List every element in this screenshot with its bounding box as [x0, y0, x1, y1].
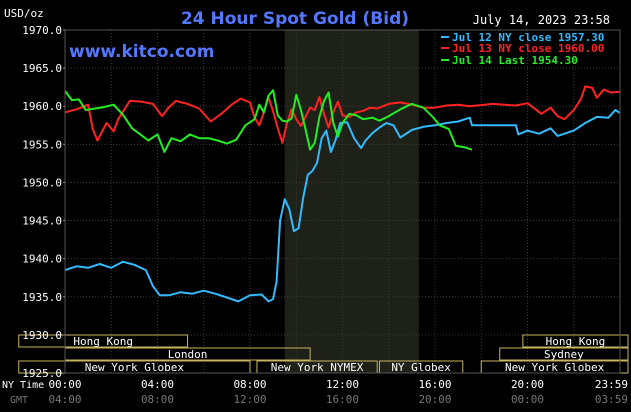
x-tick-label-gmt: 20:00: [418, 393, 451, 406]
y-tick-label: 1965.0: [22, 62, 62, 75]
x-tick-label-ny: 04:00: [141, 378, 174, 391]
x-tick-label-gmt: 16:00: [326, 393, 359, 406]
x-tick-label-ny: 12:00: [326, 378, 359, 391]
session-label: Hong Kong: [546, 335, 606, 348]
trading-window-highlight: [284, 30, 419, 373]
y-tick-label: 1955.0: [22, 138, 62, 151]
y-tick-label: 1925.0: [22, 367, 62, 380]
session-label: Hong Kong: [73, 335, 133, 348]
series-line-0: [64, 109, 621, 303]
session-box: [522, 334, 629, 348]
chart-title: 24 Hour Spot Gold (Bid): [181, 9, 409, 29]
x-tick-label-gmt: 00:00: [511, 393, 544, 406]
x-tick-label-gmt: 04:00: [48, 393, 81, 406]
series-lines: [64, 85, 621, 303]
series-line-1: [64, 85, 621, 144]
session-box: [18, 334, 189, 348]
x-tick-label-gmt: 12:00: [233, 393, 266, 406]
session-label: New York NYMEX: [271, 361, 364, 374]
x-tick-label-ny: 20:00: [511, 378, 544, 391]
y-tick-label: 1950.0: [22, 176, 62, 189]
grid-lines: [64, 29, 621, 374]
x-tick-label-gmt: 03:59: [595, 393, 628, 406]
x-axis-top-label: NY Time: [2, 380, 44, 391]
x-tick-label-ny: 00:00: [48, 378, 81, 391]
x-axis-bottom-label: GMT: [10, 395, 28, 406]
x-axis-ticks: 00:00 04:00 08:00 12:00 16:00 20:00 23:59 04:00…: [48, 378, 628, 406]
legend-entry-jul12: Jul 12 NY close 1957.30: [452, 31, 604, 44]
session-label: New York Globex: [85, 361, 185, 374]
y-tick-label: 1935.0: [22, 291, 62, 304]
y-tick-label: 1945.0: [22, 215, 62, 228]
session-label: Sydney: [544, 348, 584, 361]
legend: Jul 12 NY close 1957.30 Jul 13 NY close …: [441, 31, 604, 67]
legend-entry-jul14: Jul 14 Last 1954.30: [452, 54, 578, 67]
y-tick-label: 1930.0: [22, 329, 62, 342]
y-axis-ticks: 1970.0 1965.0 1960.0 1955.0 1950.0 1945.0 1940…: [22, 24, 65, 380]
date-label: July 14, 2023 23:58: [473, 13, 610, 27]
y-tick-label: 1960.0: [22, 100, 62, 113]
plot-frame: [64, 29, 621, 374]
y-tick-label: 1940.0: [22, 253, 62, 266]
x-tick-label-ny: 23:59: [595, 378, 628, 391]
session-label: New York Globex: [505, 361, 605, 374]
unit-label: USD/oz: [4, 7, 44, 20]
y-tick-label: 1970.0: [22, 24, 62, 37]
session-label: NY Globex: [391, 361, 451, 374]
x-tick-label-ny: 16:00: [418, 378, 451, 391]
x-tick-label-ny: 08:00: [233, 378, 266, 391]
legend-entry-jul13: Jul 13 NY close 1960.00: [452, 42, 604, 55]
session-label: London: [168, 348, 208, 361]
watermark: www.kitco.com: [69, 42, 214, 62]
session-box: [499, 347, 629, 361]
x-tick-label-gmt: 08:00: [141, 393, 174, 406]
series-line-2: [64, 89, 473, 153]
